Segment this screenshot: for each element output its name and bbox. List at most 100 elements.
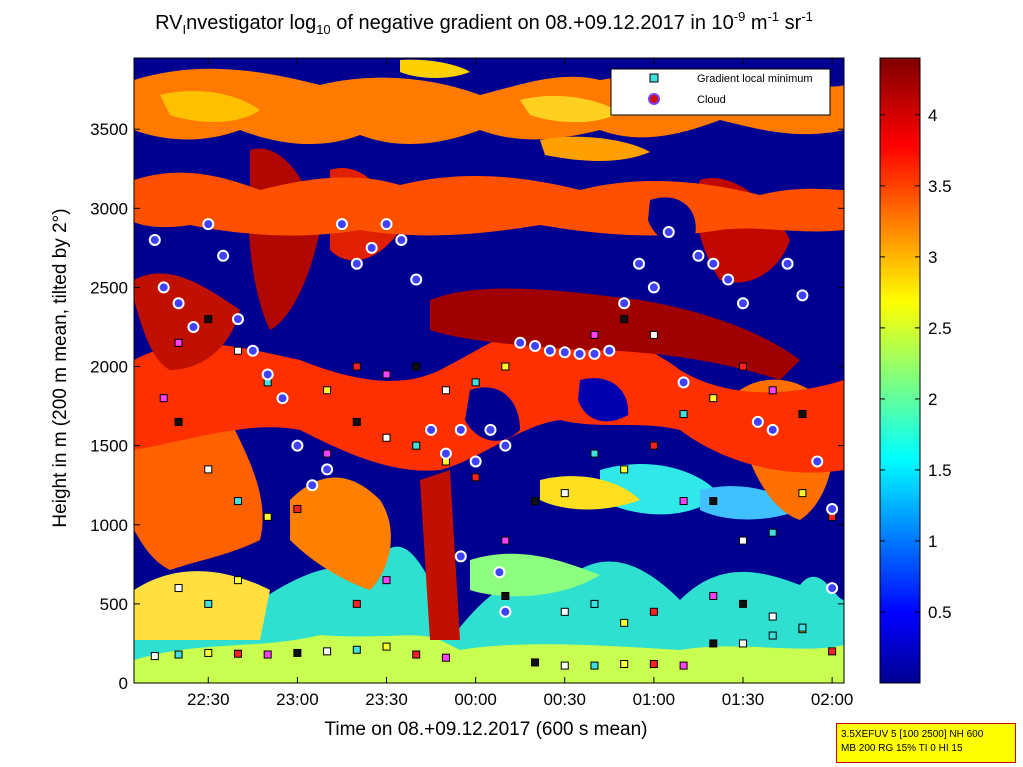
heatmap-field xyxy=(134,59,844,683)
cloud-point xyxy=(662,226,675,239)
gradient-minimum-point xyxy=(159,394,168,403)
cloud-point xyxy=(826,582,839,595)
legend-marker-gradient-minimum xyxy=(649,73,659,83)
cloud-point xyxy=(514,336,527,349)
gradient-minimum-point xyxy=(768,386,777,395)
gradient-minimum-point xyxy=(352,362,361,371)
gradient-minimum-point xyxy=(620,465,629,474)
gradient-minimum-point xyxy=(649,607,658,616)
cloud-point xyxy=(781,257,794,270)
gradient-minimum-point xyxy=(590,330,599,339)
cloud-point xyxy=(573,347,586,360)
gradient-minimum-point xyxy=(620,315,629,324)
gradient-minimum-point xyxy=(709,497,718,506)
chart-title: RVInvestigator log10 of negative gradien… xyxy=(155,9,813,37)
gradient-minimum-point xyxy=(323,647,332,656)
gradient-minimum-point xyxy=(798,623,807,632)
cloud-point xyxy=(469,455,482,468)
cloud-point xyxy=(187,320,200,333)
gradient-minimum-point xyxy=(293,504,302,513)
gradient-minimum-point xyxy=(620,660,629,669)
gradient-minimum-point xyxy=(501,536,510,545)
cloud-point xyxy=(454,423,467,436)
gradient-minimum-point xyxy=(323,449,332,458)
gradient-minimum-point xyxy=(531,658,540,667)
gradient-minimum-point xyxy=(174,417,183,426)
gradient-minimum-point xyxy=(382,433,391,442)
gradient-minimum-point xyxy=(828,647,837,656)
x-axis: 22:30 23:00 23:30 00:00 00:30 01:00 01:30 02:00 xyxy=(187,58,853,709)
gradient-minimum-point xyxy=(204,648,213,657)
gradient-minimum-point xyxy=(768,528,777,537)
gradient-minimum-point xyxy=(501,362,510,371)
gradient-minimum-point xyxy=(352,599,361,608)
gradient-minimum-point xyxy=(709,394,718,403)
gradient-minimum-point xyxy=(412,650,421,659)
gradient-minimum-point xyxy=(382,642,391,651)
gradient-minimum-point xyxy=(768,612,777,621)
cloud-point xyxy=(751,415,764,428)
gradient-minimum-point xyxy=(412,441,421,450)
x-tick-label-4: 00:30 xyxy=(543,690,586,709)
gradient-minimum-point xyxy=(709,639,718,648)
gradient-minimum-point xyxy=(441,386,450,395)
gradient-minimum-point xyxy=(174,584,183,593)
cloud-point xyxy=(677,376,690,389)
gradient-minimum-point xyxy=(738,599,747,608)
colorbar-tick-label-1: 1 xyxy=(928,532,937,551)
colorbar-tick-label-3: 2 xyxy=(928,390,937,409)
x-tick-label-3: 00:00 xyxy=(454,690,497,709)
colorbar-tick-label-6: 3.5 xyxy=(928,177,952,196)
cloud-point xyxy=(543,344,556,357)
cloud-point xyxy=(692,249,705,262)
gradient-minimum-point xyxy=(352,417,361,426)
gradient-minimum-point xyxy=(531,497,540,506)
gradient-minimum-point xyxy=(501,591,510,600)
y-tick-label-1: 500 xyxy=(100,595,128,614)
cloud-point xyxy=(722,273,735,286)
gradient-minimum-point xyxy=(709,591,718,600)
cloud-point xyxy=(231,313,244,326)
y-axis-label: Height in m (200 m mean, tilted by 2°) xyxy=(50,208,71,527)
gradient-minimum-point xyxy=(471,378,480,387)
cloud-point xyxy=(826,502,839,515)
legend: Gradient local minimum Cloud xyxy=(610,68,831,116)
cloud-point xyxy=(395,233,408,246)
colorbar xyxy=(879,57,921,684)
gradient-minimum-point xyxy=(679,661,688,670)
cloud-point xyxy=(618,297,631,310)
cloud-point xyxy=(796,289,809,302)
cloud-point xyxy=(217,249,230,262)
gradient-minimum-point xyxy=(352,645,361,654)
gradient-minimum-point xyxy=(679,410,688,419)
y-tick-label-3: 1500 xyxy=(90,437,128,456)
colorbar-tick-label-0: 0.5 xyxy=(928,603,952,622)
gradient-minimum-point xyxy=(768,631,777,640)
gradient-minimum-point xyxy=(649,330,658,339)
x-tick-label-0: 22:30 xyxy=(187,690,230,709)
cloud-point xyxy=(454,550,467,563)
gradient-minimum-point xyxy=(204,465,213,474)
colorbar-tick-label-4: 2.5 xyxy=(928,319,952,338)
gradient-minimum-point xyxy=(738,362,747,371)
y-tick-label-0: 0 xyxy=(119,674,128,693)
gradient-minimum-point xyxy=(174,338,183,347)
legend-marker-cloud xyxy=(648,93,660,105)
gradient-minimum-point xyxy=(233,346,242,355)
cloud-point xyxy=(499,439,512,452)
gradient-minimum-point xyxy=(233,497,242,506)
cloud-point xyxy=(484,423,497,436)
gradient-minimum-point xyxy=(560,607,569,616)
legend-label-gradient-minimum: Gradient local minimum xyxy=(697,73,813,85)
cloud-point xyxy=(425,423,438,436)
gradient-minimum-point xyxy=(233,576,242,585)
cloud-point xyxy=(172,297,185,310)
x-tick-label-5: 01:00 xyxy=(633,690,676,709)
gradient-minimum-point xyxy=(620,618,629,627)
cloud-point xyxy=(148,233,161,246)
cloud-point xyxy=(558,346,571,359)
x-tick-label-2: 23:30 xyxy=(365,690,408,709)
gradient-minimum-point xyxy=(590,599,599,608)
info-box: 3.5XEFUV 5 [100 2500] NH 600 MB 200 RG 1… xyxy=(836,723,1016,763)
